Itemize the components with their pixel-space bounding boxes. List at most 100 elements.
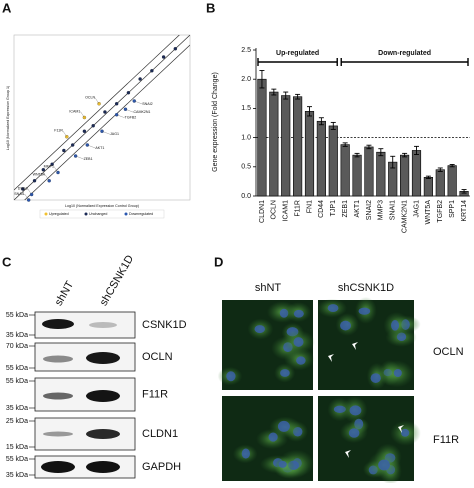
point-label: OCLN bbox=[85, 96, 95, 100]
bar bbox=[352, 154, 362, 197]
protein-label: CLDN1 bbox=[142, 428, 178, 440]
bar bbox=[304, 111, 315, 197]
column-label: shNT bbox=[255, 282, 282, 294]
bar bbox=[257, 78, 267, 197]
scatter-point bbox=[50, 162, 54, 166]
bar bbox=[435, 169, 445, 197]
nucleus bbox=[293, 309, 304, 318]
scatter-point bbox=[138, 77, 142, 81]
panel-letter: D bbox=[214, 254, 223, 269]
x-tick-label: SNAI1 bbox=[390, 200, 397, 220]
y-axis-label: Log10 (Normalized Expression Group 1) bbox=[6, 86, 10, 150]
nucleus bbox=[327, 304, 339, 313]
y-tick-label: 2.0 bbox=[241, 76, 251, 83]
label-leader bbox=[94, 97, 100, 104]
protein-label: OCLN bbox=[142, 351, 173, 363]
point-label: TGFB2 bbox=[125, 116, 137, 120]
point-label: SNAI1 bbox=[14, 192, 24, 196]
label-leader bbox=[53, 166, 59, 173]
marker-label: 55 kDa bbox=[6, 312, 28, 319]
y-axis-label: Gene expression (Fold Change) bbox=[212, 72, 219, 172]
arrowhead bbox=[398, 425, 404, 433]
x-tick-label: ZEB1 bbox=[342, 200, 349, 218]
fold-line bbox=[24, 44, 190, 200]
bar bbox=[376, 151, 386, 197]
x-axis-label: Log10 (Normalized Expression Control Gro… bbox=[65, 204, 139, 208]
panel-letter: C bbox=[2, 254, 12, 269]
x-tick-label: JAG1 bbox=[413, 200, 420, 218]
bar bbox=[293, 96, 303, 197]
marker-label: 55 kDa bbox=[6, 456, 28, 463]
annotation: Down-regulated bbox=[378, 50, 431, 57]
x-tick-label: KRT14 bbox=[461, 200, 468, 222]
bar bbox=[411, 150, 422, 197]
marker-label: 35 kDa bbox=[6, 472, 28, 479]
label-leader bbox=[87, 144, 96, 149]
nucleus bbox=[400, 428, 410, 437]
x-tick-label: FN1 bbox=[306, 200, 313, 213]
y-tick-label: 2.5 bbox=[241, 47, 251, 54]
nucleus bbox=[278, 460, 287, 468]
fold-line bbox=[14, 35, 180, 191]
marker-label: 25 kDa bbox=[6, 418, 28, 425]
y-tick-label: 0.5 bbox=[241, 164, 251, 171]
nucleus bbox=[293, 337, 304, 347]
scatter-point bbox=[161, 55, 166, 59]
nucleus bbox=[348, 428, 360, 438]
microscopy bbox=[217, 296, 421, 485]
arrowhead bbox=[328, 354, 334, 362]
label-leader bbox=[134, 100, 143, 105]
protein-label: CSNK1D bbox=[142, 319, 187, 331]
label-leader bbox=[116, 114, 125, 118]
x-tick-label: TJP1 bbox=[330, 200, 337, 216]
marker-label: 55 kDa bbox=[6, 365, 28, 372]
x-tick-label: ICAM1 bbox=[283, 200, 290, 222]
label-leader bbox=[125, 109, 134, 113]
band bbox=[43, 431, 73, 437]
nucleus bbox=[393, 369, 402, 378]
x-tick-label: SNAI2 bbox=[366, 200, 373, 220]
x-tick-label: MMP3 bbox=[378, 200, 385, 220]
bar bbox=[340, 144, 350, 197]
nucleus bbox=[349, 405, 362, 416]
nucleus bbox=[378, 459, 390, 471]
label-leader bbox=[80, 111, 85, 118]
band bbox=[43, 392, 73, 400]
bar bbox=[364, 146, 374, 197]
nucleus bbox=[254, 325, 265, 334]
label-leader bbox=[101, 131, 111, 135]
x-tick-label: F11R bbox=[294, 200, 301, 217]
label-leader bbox=[27, 188, 32, 195]
scatter-point bbox=[41, 168, 46, 172]
legend-label: Upregulated bbox=[49, 212, 69, 216]
band bbox=[43, 355, 73, 363]
x-tick-label: CAMK2N1 bbox=[401, 200, 408, 233]
legend-swatch bbox=[84, 212, 88, 216]
arrowhead bbox=[352, 342, 358, 350]
point-label: JAG1 bbox=[110, 132, 119, 136]
scatter-point bbox=[126, 91, 131, 95]
nucleus bbox=[370, 373, 381, 383]
band bbox=[41, 461, 75, 473]
western-blot bbox=[34, 311, 136, 479]
label-leader bbox=[24, 193, 29, 201]
bar bbox=[447, 165, 457, 197]
point-label: CAMK2N1 bbox=[133, 110, 150, 114]
y-tick-label: 0.0 bbox=[241, 193, 251, 200]
x-tick-label: AKT1 bbox=[354, 200, 361, 218]
scatter-frame bbox=[13, 34, 191, 201]
x-tick-label: SPP1 bbox=[449, 200, 456, 218]
nucleus bbox=[296, 356, 306, 365]
annotation: Up-regulated bbox=[276, 50, 319, 57]
marker-label: 35 kDa bbox=[6, 332, 28, 339]
lane-label: shCSNK1D bbox=[98, 253, 137, 308]
scatter-point bbox=[70, 143, 75, 147]
legend-swatch bbox=[44, 212, 48, 216]
label-leader bbox=[75, 155, 84, 160]
bar bbox=[400, 154, 410, 197]
x-tick-label: OCLN bbox=[271, 200, 278, 219]
band bbox=[89, 322, 117, 328]
panel-letter: B bbox=[206, 0, 215, 15]
